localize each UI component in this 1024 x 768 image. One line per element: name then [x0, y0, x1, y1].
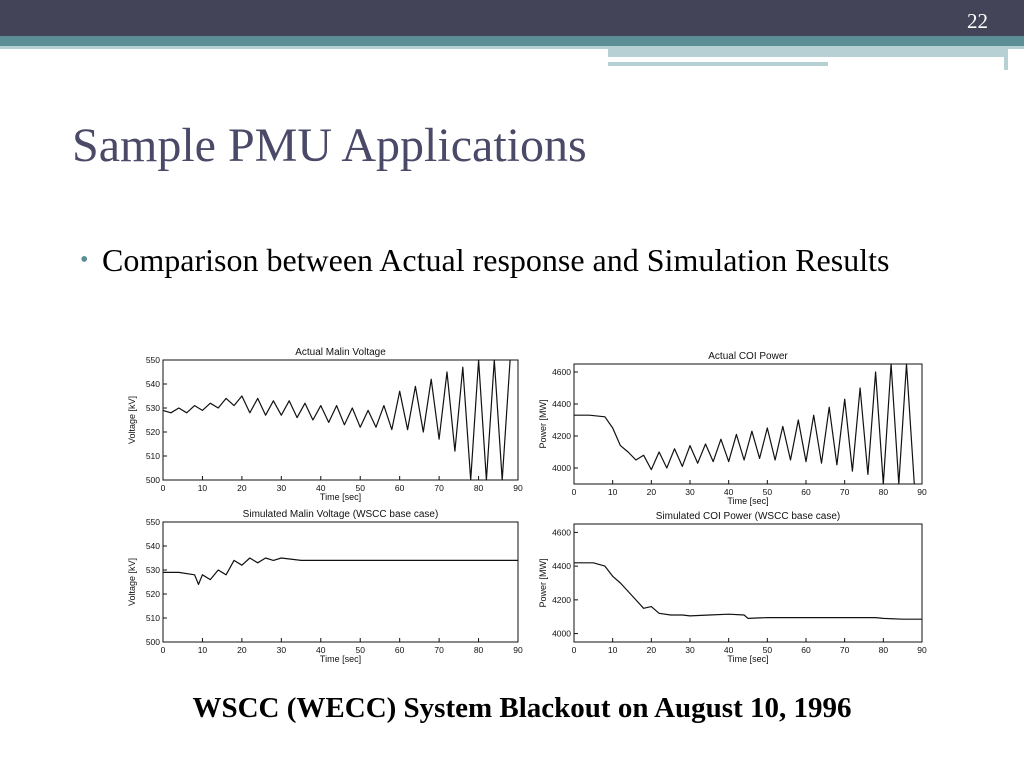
slide-title: Sample PMU Applications	[72, 119, 587, 172]
x-tick-label: 20	[237, 483, 247, 493]
x-tick-label: 20	[647, 645, 657, 655]
x-tick-label: 30	[685, 487, 695, 497]
x-tick-label: 60	[395, 645, 405, 655]
bullet-dot: •	[80, 247, 89, 273]
header-bar	[0, 0, 1024, 36]
x-tick-label: 20	[647, 487, 657, 497]
chart-actual-coi-power: Actual COI Power 0 10 20 30 40 50 60 70 80 90 4000 4…	[538, 351, 927, 506]
y-axis-label: Power [MW]	[538, 399, 548, 448]
x-tick-label: 80	[879, 645, 889, 655]
plot-frame	[573, 523, 923, 643]
x-tick-label: 20	[237, 645, 247, 655]
y-tick-label: 4400	[552, 561, 571, 571]
y-tick-label: 530	[146, 403, 160, 413]
x-tick-label: 40	[724, 645, 734, 655]
x-tick-label: 90	[917, 487, 927, 497]
slide-number: 22	[967, 9, 988, 33]
y-tick-label: 4200	[552, 595, 571, 605]
y-tick-label: 550	[146, 355, 160, 365]
x-tick-label: 0	[572, 645, 577, 655]
x-tick-label: 50	[355, 645, 365, 655]
x-tick-label: 0	[572, 487, 577, 497]
y-tick-label: 4400	[552, 399, 571, 409]
x-tick-label: 90	[513, 645, 523, 655]
y-tick-label: 500	[146, 475, 160, 485]
y-tick-label: 540	[146, 379, 160, 389]
y-axis-label: Voltage [kV]	[128, 558, 137, 606]
x-tick-label: 10	[608, 487, 618, 497]
bullet-item: • Comparison between Actual response and…	[80, 238, 980, 282]
plot-frame	[162, 521, 519, 643]
y-tick-label: 4000	[552, 629, 571, 639]
x-tick-label: 40	[316, 483, 326, 493]
accent-stripe-right-thin	[608, 62, 828, 66]
y-tick-label: 550	[146, 517, 160, 527]
x-tick-label: 70	[434, 645, 444, 655]
x-tick-label: 60	[395, 483, 405, 493]
chart-title: Actual COI Power	[708, 351, 788, 362]
y-tick-label: 510	[146, 451, 160, 461]
y-tick-label: 4600	[552, 527, 571, 537]
x-tick-label: 50	[355, 483, 365, 493]
x-tick-label: 30	[277, 483, 287, 493]
x-tick-label: 80	[474, 483, 484, 493]
x-tick-label: 10	[608, 645, 618, 655]
x-tick-label: 70	[840, 645, 850, 655]
x-tick-label: 10	[198, 645, 208, 655]
x-tick-label: 50	[763, 487, 773, 497]
x-axis-label: Time [sec]	[320, 492, 361, 502]
y-axis-label: Voltage [kV]	[128, 396, 137, 444]
x-axis-label: Time [sec]	[727, 496, 768, 506]
x-tick-label: 90	[917, 645, 927, 655]
accent-stripe	[0, 36, 1024, 46]
chart-title: Actual Malin Voltage	[295, 347, 386, 358]
x-tick-label: 70	[434, 483, 444, 493]
series-line	[574, 363, 915, 485]
chart-title: Simulated Malin Voltage (WSCC base case)	[243, 509, 439, 520]
x-tick-label: 80	[879, 487, 889, 497]
bullet-text: Comparison between Actual response and S…	[102, 242, 890, 278]
x-tick-label: 0	[161, 645, 166, 655]
series-line	[163, 557, 518, 586]
plot-frame	[573, 363, 923, 485]
chart-simulated-coi-power: Simulated COI Power (WSCC base case) 0 10 2…	[538, 511, 927, 664]
y-tick-label: 540	[146, 541, 160, 551]
series-line	[162, 359, 511, 481]
x-tick-label: 30	[685, 645, 695, 655]
x-tick-label: 60	[801, 645, 811, 655]
x-axis-label: Time [sec]	[320, 654, 361, 664]
y-tick-label: 510	[146, 613, 160, 623]
y-tick-label: 4600	[552, 367, 571, 377]
series-line	[574, 562, 922, 620]
accent-stripe-vertical	[1004, 46, 1008, 70]
y-tick-label: 4200	[552, 431, 571, 441]
chart-actual-malin-voltage: Actual Malin Voltage 0 10 20 30 40 50 60 70 80 90 5…	[128, 347, 523, 502]
x-tick-label: 40	[316, 645, 326, 655]
x-tick-label: 40	[724, 487, 734, 497]
y-tick-label: 530	[146, 565, 160, 575]
x-tick-label: 10	[198, 483, 208, 493]
accent-stripe-right	[608, 49, 1008, 57]
x-tick-label: 0	[161, 483, 166, 493]
y-tick-label: 520	[146, 589, 160, 599]
y-tick-label: 4000	[552, 463, 571, 473]
y-tick-label: 520	[146, 427, 160, 437]
x-tick-label: 70	[840, 487, 850, 497]
x-tick-label: 30	[277, 645, 287, 655]
x-tick-label: 90	[513, 483, 523, 493]
y-axis-label: Power [MW]	[538, 558, 548, 607]
chart-title: Simulated COI Power (WSCC base case)	[656, 511, 841, 522]
x-axis-label: Time [sec]	[727, 654, 768, 664]
figure-caption: WSCC (WECC) System Blackout on August 10…	[192, 692, 852, 724]
x-tick-label: 80	[474, 645, 484, 655]
chart-simulated-malin-voltage: Simulated Malin Voltage (WSCC base case)…	[128, 509, 523, 664]
accent-stripe-light	[0, 46, 1024, 49]
x-tick-label: 50	[763, 645, 773, 655]
y-tick-label: 500	[146, 637, 160, 647]
plot-frame	[162, 359, 519, 481]
x-tick-label: 60	[801, 487, 811, 497]
